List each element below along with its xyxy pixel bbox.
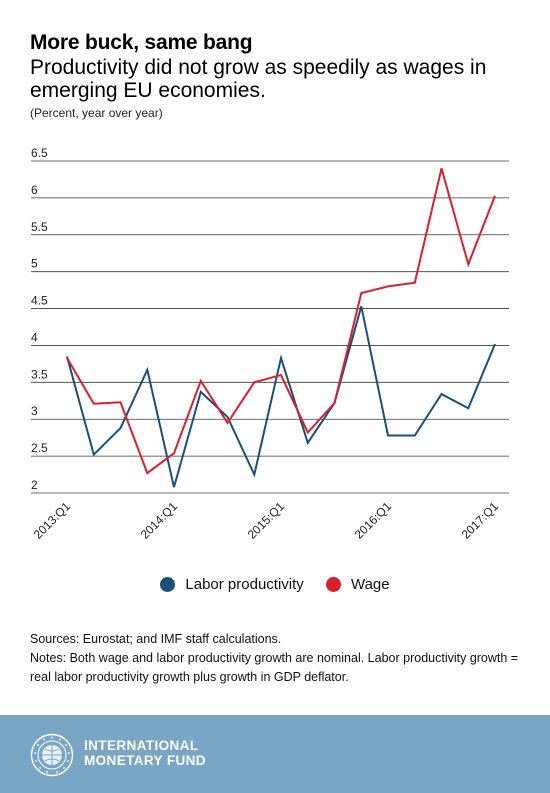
- unit-note: (Percent, year over year): [30, 106, 163, 120]
- x-tick-label: 2015:Q1: [245, 499, 288, 542]
- x-tick-label: 2014:Q1: [138, 499, 181, 542]
- y-tick-label: 2.5: [31, 441, 48, 455]
- legend-label-labor-productivity: Labor productivity: [185, 576, 304, 593]
- legend-item-wage: Wage: [325, 576, 390, 593]
- y-tick-label: 2: [31, 478, 38, 492]
- legend-swatch-wage: [325, 577, 341, 592]
- grid-lines: [31, 160, 509, 494]
- line-chart: 6.5 6 5.5 5 4.5 4 3.5 3 2.5 2 2013:Q1 2014:Q1 2015:…: [31, 146, 509, 542]
- y-tick-label: 3: [31, 404, 38, 418]
- y-tick-label: 5: [31, 257, 38, 271]
- footer-bar: INTERNATIONAL MONETARY FUND: [0, 715, 550, 793]
- imf-seal-icon: [30, 733, 74, 777]
- notes-text: Notes: Both wage and labor productivity …: [30, 651, 519, 684]
- chart-title: More buck, same bang: [30, 31, 253, 54]
- org-name-line1: INTERNATIONAL: [84, 738, 199, 753]
- series-line-wage: [66, 168, 496, 475]
- y-tick-label: 4.5: [31, 294, 48, 308]
- legend-label-wage: Wage: [350, 576, 390, 593]
- legend-swatch-labor-productivity: [160, 577, 176, 592]
- org-name-line2: MONETARY FUND: [84, 753, 206, 768]
- org-name: INTERNATIONAL MONETARY FUND: [84, 738, 206, 768]
- sources-text: Sources: Eurostat; and IMF staff calcula…: [30, 632, 282, 646]
- y-tick-label: 6.5: [31, 146, 48, 160]
- x-axis-ticks: 2013:Q1 2014:Q1 2015:Q1 2016:Q1 2017:Q1: [31, 499, 502, 542]
- x-tick-label: 2017:Q1: [459, 499, 502, 542]
- notes-block: Sources: Eurostat; and IMF staff calcula…: [30, 630, 530, 687]
- chart-subtitle: Productivity did not grow as speedily as…: [30, 56, 487, 102]
- x-tick-label: 2013:Q1: [31, 499, 74, 542]
- y-axis-ticks: 6.5 6 5.5 5 4.5 4 3.5 3 2.5 2: [31, 146, 48, 492]
- series-line-labor-productivity: [66, 306, 496, 488]
- y-tick-label: 6: [31, 183, 38, 197]
- legend-item-labor-productivity: Labor productivity: [160, 576, 304, 593]
- y-tick-label: 5.5: [31, 220, 48, 234]
- y-tick-label: 3.5: [31, 367, 48, 381]
- series-lines: [66, 168, 496, 488]
- y-tick-label: 4: [31, 330, 38, 344]
- x-tick-label: 2016:Q1: [352, 499, 395, 542]
- legend: Labor productivity Wage: [0, 576, 550, 596]
